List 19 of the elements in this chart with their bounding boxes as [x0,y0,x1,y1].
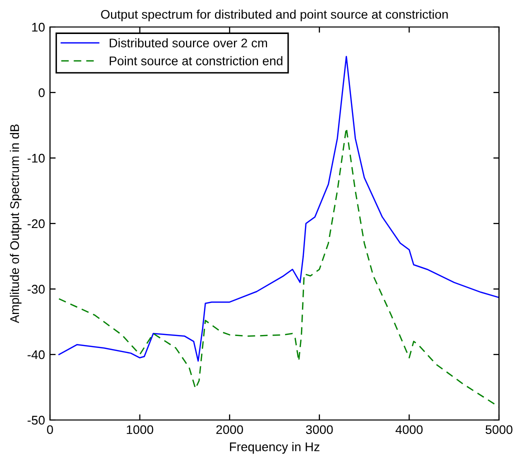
y-tick-label: -10 [28,154,45,163]
legend-label: Distributed source over 2 cm [110,38,268,48]
x-tick-label: 3000 [306,425,333,434]
x-tick-label: 4000 [396,425,423,434]
y-tick-label: -30 [28,284,45,294]
y-tick-label: 0 [38,88,45,98]
y-tick-label: -20 [28,219,45,228]
line-series [58,56,499,362]
x-tick-label: 0 [47,425,53,434]
x-tick-label: 1000 [126,425,154,434]
x-tick-label: 2000 [216,425,244,434]
legend-label: Point source at constriction end [110,56,282,66]
y-tick-label: -50 [28,416,45,425]
x-axis-title: Frequency in Hz [230,442,320,454]
y-tick-label: -40 [28,350,45,360]
y-tick-label: 10 [32,22,45,32]
x-tick-label: 5000 [486,425,512,434]
y-axis-title: Amplitude of Output Spectrum in dB [10,124,22,324]
chart-title: Output spectrum for distributed and point source at constriction [101,10,448,22]
